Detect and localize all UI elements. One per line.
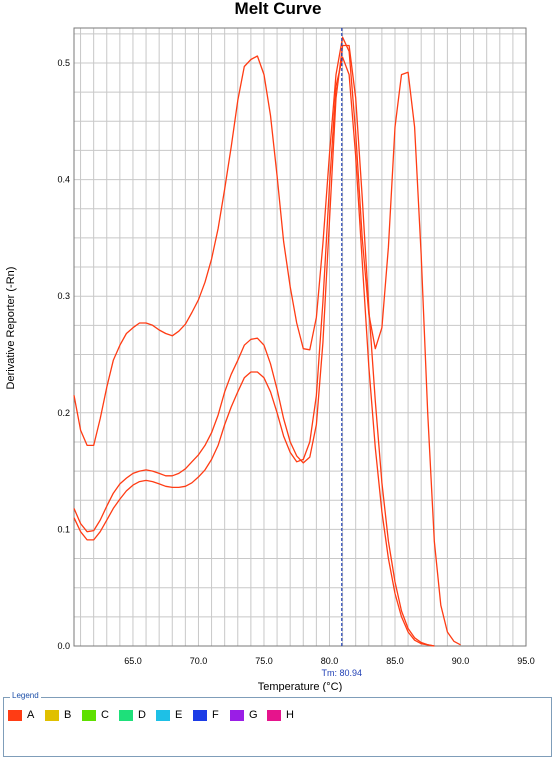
y-tick-label: 0.0 xyxy=(57,641,70,651)
x-axis-label: Temperature (°C) xyxy=(258,681,342,692)
legend-swatch xyxy=(119,709,133,721)
x-axis-ticks: 65.0 70.0 75.0 80.0 85.0 90.0 95.0 xyxy=(124,656,535,666)
legend-swatch xyxy=(156,709,170,721)
legend-swatch xyxy=(82,709,96,721)
legend-item: E xyxy=(156,709,193,721)
y-axis-label: Derivative Reporter (-Rn) xyxy=(5,267,17,390)
legend-label: G xyxy=(249,709,258,721)
legend-label: A xyxy=(27,709,35,721)
series-group xyxy=(73,36,461,647)
legend-swatch xyxy=(193,709,207,721)
legend-label: F xyxy=(212,709,219,721)
x-tick-label: 90.0 xyxy=(452,656,470,666)
legend-label: B xyxy=(64,709,72,721)
y-tick-label: 0.4 xyxy=(57,175,70,185)
legend-swatch xyxy=(230,709,244,721)
legend-items: A B C D E F G H xyxy=(8,709,304,721)
melt-curve-chart: Melt Curve 65.0 70.0 75.0 80.0 85.0 90.0 95.0 … xyxy=(5,0,535,692)
legend-item: A xyxy=(8,709,45,721)
legend-item: G xyxy=(230,709,267,721)
legend-label: H xyxy=(286,709,294,721)
tm-marker: Tm: 80.94 xyxy=(322,28,363,678)
x-tick-label: 75.0 xyxy=(255,656,273,666)
x-tick-label: 95.0 xyxy=(517,656,535,666)
legend-swatch xyxy=(45,709,59,721)
melt-curve-line xyxy=(73,44,435,647)
legend-label: E xyxy=(175,709,183,721)
legend-swatch xyxy=(8,709,22,721)
legend-item: D xyxy=(119,709,156,721)
y-axis-ticks: 0.0 0.1 0.2 0.3 0.4 0.5 xyxy=(57,58,70,651)
x-tick-label: 80.0 xyxy=(321,656,339,666)
legend-item: B xyxy=(45,709,82,721)
legend-item: F xyxy=(193,709,230,721)
melt-curve-line xyxy=(73,56,435,647)
legend: Legend A B C D E F G H xyxy=(3,691,552,757)
x-tick-label: 65.0 xyxy=(124,656,142,666)
y-tick-label: 0.3 xyxy=(57,291,70,301)
legend-item: H xyxy=(267,709,304,721)
y-tick-label: 0.2 xyxy=(57,408,70,418)
legend-title: Legend xyxy=(10,691,41,700)
y-tick-label: 0.5 xyxy=(57,58,70,68)
legend-item: C xyxy=(82,709,119,721)
melt-curve-line xyxy=(73,36,461,646)
legend-label: C xyxy=(101,709,109,721)
y-tick-label: 0.1 xyxy=(57,524,70,534)
plot-area-border xyxy=(73,27,527,647)
chart-title: Melt Curve xyxy=(235,0,322,18)
legend-swatch xyxy=(267,709,281,721)
x-tick-label: 70.0 xyxy=(190,656,208,666)
tm-marker-label: Tm: 80.94 xyxy=(322,668,363,678)
legend-label: D xyxy=(138,709,146,721)
x-tick-label: 85.0 xyxy=(386,656,404,666)
chart-grid xyxy=(74,28,527,647)
